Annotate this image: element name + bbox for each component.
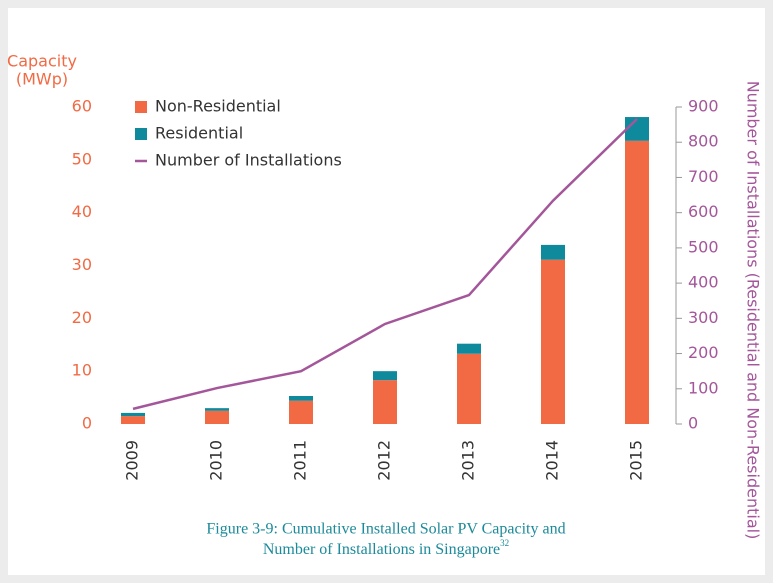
x-tick-label: 2014 bbox=[543, 440, 562, 481]
x-tick-label: 2010 bbox=[207, 440, 226, 481]
bar-segment bbox=[373, 371, 397, 381]
bar-segment bbox=[625, 140, 649, 424]
y-tick-label: 60 bbox=[72, 97, 92, 116]
y-label: (MWp) bbox=[16, 70, 68, 89]
y-tick-label: 20 bbox=[72, 308, 92, 327]
panel bbox=[8, 8, 765, 575]
bar-segment bbox=[121, 416, 145, 424]
caption-ref: 32 bbox=[500, 538, 509, 548]
y-tick-label: 40 bbox=[72, 202, 92, 221]
x-tick-label: 2015 bbox=[627, 440, 646, 481]
y2-tick-label: 0 bbox=[688, 414, 698, 433]
bar-segment bbox=[457, 353, 481, 424]
y2-tick-label: 900 bbox=[688, 97, 719, 116]
y2-tick-label: 800 bbox=[688, 132, 719, 151]
bar-segment bbox=[205, 410, 229, 424]
bar-segment bbox=[373, 380, 397, 424]
y2-tick-label: 100 bbox=[688, 378, 719, 397]
y2-tick-label: 600 bbox=[688, 202, 719, 221]
x-tick-label: 2011 bbox=[291, 440, 310, 481]
y2-tick-label: 200 bbox=[688, 343, 719, 362]
y-tick-label: 0 bbox=[82, 414, 92, 433]
caption-line: Number of Installations in Singapore bbox=[263, 541, 500, 558]
x-tick-label: 2012 bbox=[375, 440, 394, 481]
caption: Number of Installations in Singapore32 bbox=[263, 538, 509, 558]
y-tick-label: 10 bbox=[72, 361, 92, 380]
legend-label: Non-Residential bbox=[155, 97, 281, 116]
x-tick-label: 2013 bbox=[459, 440, 478, 481]
bar-segment bbox=[121, 412, 145, 417]
legend-swatch bbox=[135, 128, 147, 140]
y-tick-label: 30 bbox=[72, 255, 92, 274]
bar-segment bbox=[289, 400, 313, 424]
legend-label: Number of Installations bbox=[155, 151, 342, 170]
y2-label: Number of Installations (Residential and… bbox=[744, 81, 763, 540]
bar-segment bbox=[205, 408, 229, 411]
legend-label: Residential bbox=[155, 124, 243, 143]
bar-segment bbox=[541, 244, 565, 260]
bar-segment bbox=[625, 117, 649, 141]
bar-segment bbox=[457, 343, 481, 354]
y-label: Capacity bbox=[7, 52, 77, 71]
y2-tick-label: 500 bbox=[688, 237, 719, 256]
y-tick-label: 50 bbox=[72, 149, 92, 168]
bar-segment bbox=[289, 395, 313, 401]
y2-tick-label: 700 bbox=[688, 167, 719, 186]
legend-swatch bbox=[135, 101, 147, 113]
bar-segment bbox=[541, 259, 565, 424]
y2-tick-label: 400 bbox=[688, 273, 719, 292]
x-tick-label: 2009 bbox=[123, 440, 142, 481]
y2-tick-label: 300 bbox=[688, 308, 719, 327]
installations-line bbox=[132, 118, 638, 411]
caption: Figure 3-9: Cumulative Installed Solar P… bbox=[206, 521, 565, 538]
